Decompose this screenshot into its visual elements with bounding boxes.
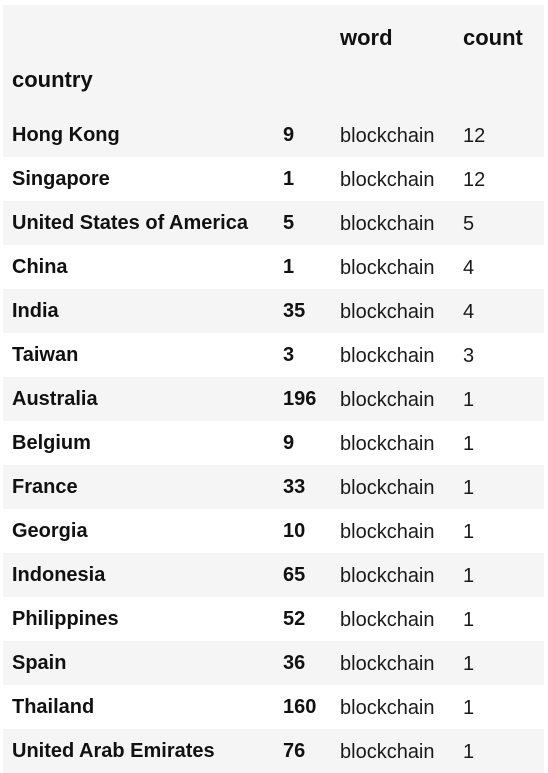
value-cell: 1 — [283, 167, 295, 190]
country-cell: Australia — [12, 387, 98, 410]
count-cell: 5 — [463, 213, 475, 235]
word-cell: blockchain — [340, 433, 435, 455]
dataframe-table: word count country Hong Kong 9 blockchain 1… — [3, 5, 544, 773]
word-cell: blockchain — [340, 345, 435, 367]
value-cell: 5 — [283, 211, 295, 234]
word-cell: blockchain — [340, 477, 435, 499]
table-row: China 1 blockchain 4 — [3, 245, 544, 289]
country-cell: Taiwan — [12, 343, 79, 366]
country-cell: Georgia — [12, 519, 88, 542]
value-cell: 65 — [283, 563, 306, 586]
country-cell: Singapore — [12, 167, 110, 190]
word-cell: blockchain — [340, 521, 435, 543]
header-row-columns: word count — [3, 5, 544, 56]
header-index-blank — [273, 56, 331, 113]
word-cell: blockchain — [340, 125, 435, 147]
country-cell: United Arab Emirates — [12, 739, 215, 762]
count-cell: 12 — [463, 125, 486, 147]
header-count: count — [463, 25, 523, 50]
value-cell: 1 — [283, 255, 295, 278]
country-cell: India — [12, 299, 59, 322]
header-country: country — [12, 67, 93, 92]
count-cell: 4 — [463, 301, 475, 323]
word-cell: blockchain — [340, 301, 435, 323]
value-cell: 9 — [283, 123, 295, 146]
count-cell: 1 — [463, 697, 475, 719]
table-row: Spain 36 blockchain 1 — [3, 641, 544, 685]
header-blank — [3, 5, 273, 56]
table-row: India 35 blockchain 4 — [3, 289, 544, 333]
table-row: Australia 196 blockchain 1 — [3, 377, 544, 421]
table-row: United Arab Emirates 76 blockchain 1 — [3, 729, 544, 773]
dataframe-container: word count country Hong Kong 9 blockchain 1… — [3, 5, 544, 773]
table-row: France 33 blockchain 1 — [3, 465, 544, 509]
count-cell: 12 — [463, 169, 486, 191]
country-cell: United States of America — [12, 211, 248, 234]
country-cell: Spain — [12, 651, 67, 674]
header-row-index: country — [3, 56, 544, 113]
table-row: Belgium 9 blockchain 1 — [3, 421, 544, 465]
count-cell: 3 — [463, 345, 475, 367]
value-cell: 3 — [283, 343, 295, 366]
table-row: Hong Kong 9 blockchain 12 — [3, 113, 544, 157]
table-header: word count country — [3, 5, 544, 113]
word-cell: blockchain — [340, 741, 435, 763]
country-cell: Belgium — [12, 431, 91, 454]
word-cell: blockchain — [340, 653, 435, 675]
country-cell: France — [12, 475, 78, 498]
header-index-blank-3 — [454, 56, 544, 113]
country-cell: China — [12, 255, 68, 278]
word-cell: blockchain — [340, 169, 435, 191]
table-body: Hong Kong 9 blockchain 12 Singapore 1 blockcha… — [3, 113, 544, 773]
country-cell: Hong Kong — [12, 123, 120, 146]
value-cell: 160 — [283, 695, 317, 718]
header-index-blank-2 — [331, 56, 454, 113]
value-cell: 33 — [283, 475, 306, 498]
table-row: United States of America 5 blockchain 5 — [3, 201, 544, 245]
count-cell: 1 — [463, 565, 475, 587]
country-cell: Philippines — [12, 607, 119, 630]
count-cell: 1 — [463, 609, 475, 631]
count-cell: 1 — [463, 389, 475, 411]
value-cell: 196 — [283, 387, 317, 410]
country-cell: Thailand — [12, 695, 95, 718]
value-cell: 76 — [283, 739, 306, 762]
value-cell: 10 — [283, 519, 306, 542]
value-cell: 52 — [283, 607, 306, 630]
country-cell: Indonesia — [12, 563, 106, 586]
count-cell: 1 — [463, 521, 475, 543]
word-cell: blockchain — [340, 213, 435, 235]
value-cell: 36 — [283, 651, 306, 674]
value-cell: 9 — [283, 431, 295, 454]
table-row: Philippines 52 blockchain 1 — [3, 597, 544, 641]
word-cell: blockchain — [340, 697, 435, 719]
header-word: word — [340, 25, 393, 50]
count-cell: 1 — [463, 433, 475, 455]
count-cell: 1 — [463, 741, 475, 763]
header-blank-2 — [273, 5, 331, 56]
table-row: Singapore 1 blockchain 12 — [3, 157, 544, 201]
word-cell: blockchain — [340, 609, 435, 631]
count-cell: 4 — [463, 257, 475, 279]
table-row: Indonesia 65 blockchain 1 — [3, 553, 544, 597]
value-cell: 35 — [283, 299, 306, 322]
count-cell: 1 — [463, 477, 475, 499]
word-cell: blockchain — [340, 257, 435, 279]
table-row: Georgia 10 blockchain 1 — [3, 509, 544, 553]
word-cell: blockchain — [340, 565, 435, 587]
table-row: Taiwan 3 blockchain 3 — [3, 333, 544, 377]
count-cell: 1 — [463, 653, 475, 675]
table-row: Thailand 160 blockchain 1 — [3, 685, 544, 729]
word-cell: blockchain — [340, 389, 435, 411]
